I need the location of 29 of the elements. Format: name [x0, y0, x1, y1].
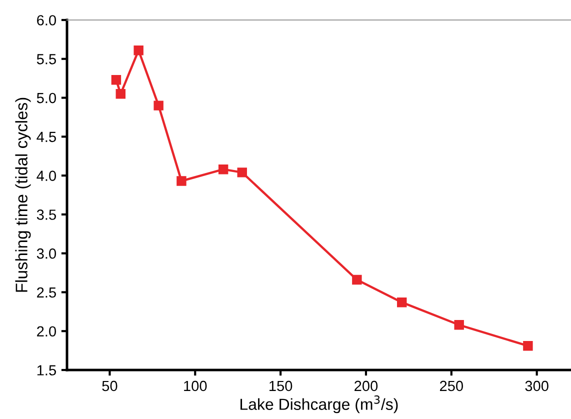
- y-tick-label: 3.5: [36, 210, 56, 220]
- point: [116, 89, 126, 99]
- point: [176, 176, 186, 186]
- y-tick-label: 1.5: [37, 365, 56, 376]
- y-tick-label: 2.5: [37, 287, 56, 298]
- point: [454, 320, 464, 330]
- y-tick-label: 4.5: [36, 132, 56, 142]
- x-tick-label: 50: [102, 380, 118, 392]
- point: [237, 168, 247, 178]
- point: [154, 100, 164, 110]
- y-axis-title: Flushing time (tidal cycles): [15, 98, 31, 292]
- y-tick-label: 3.0: [36, 248, 56, 259]
- x-tick-label: 300: [525, 380, 548, 392]
- x-tick-label: 200: [354, 380, 378, 392]
- x-tick-label: 100: [184, 380, 207, 392]
- y-tick-label: 5.0: [36, 92, 56, 104]
- point: [111, 75, 122, 85]
- point: [134, 45, 144, 56]
- x-axis-title: Lake Dishcarge (m$^{3}$/s): [240, 395, 398, 414]
- y-tick-label: 2.0: [37, 326, 56, 337]
- x-tick-label: 150: [270, 380, 292, 392]
- point: [218, 164, 228, 174]
- x-tick-label: 250: [440, 380, 464, 392]
- y-tick-label: 5.5: [36, 54, 56, 64]
- point: [523, 341, 533, 351]
- point: [352, 274, 362, 285]
- y-tick-label: 4.0: [36, 170, 56, 181]
- point: [397, 297, 407, 308]
- y-tick-label: 6.0: [37, 15, 56, 26]
